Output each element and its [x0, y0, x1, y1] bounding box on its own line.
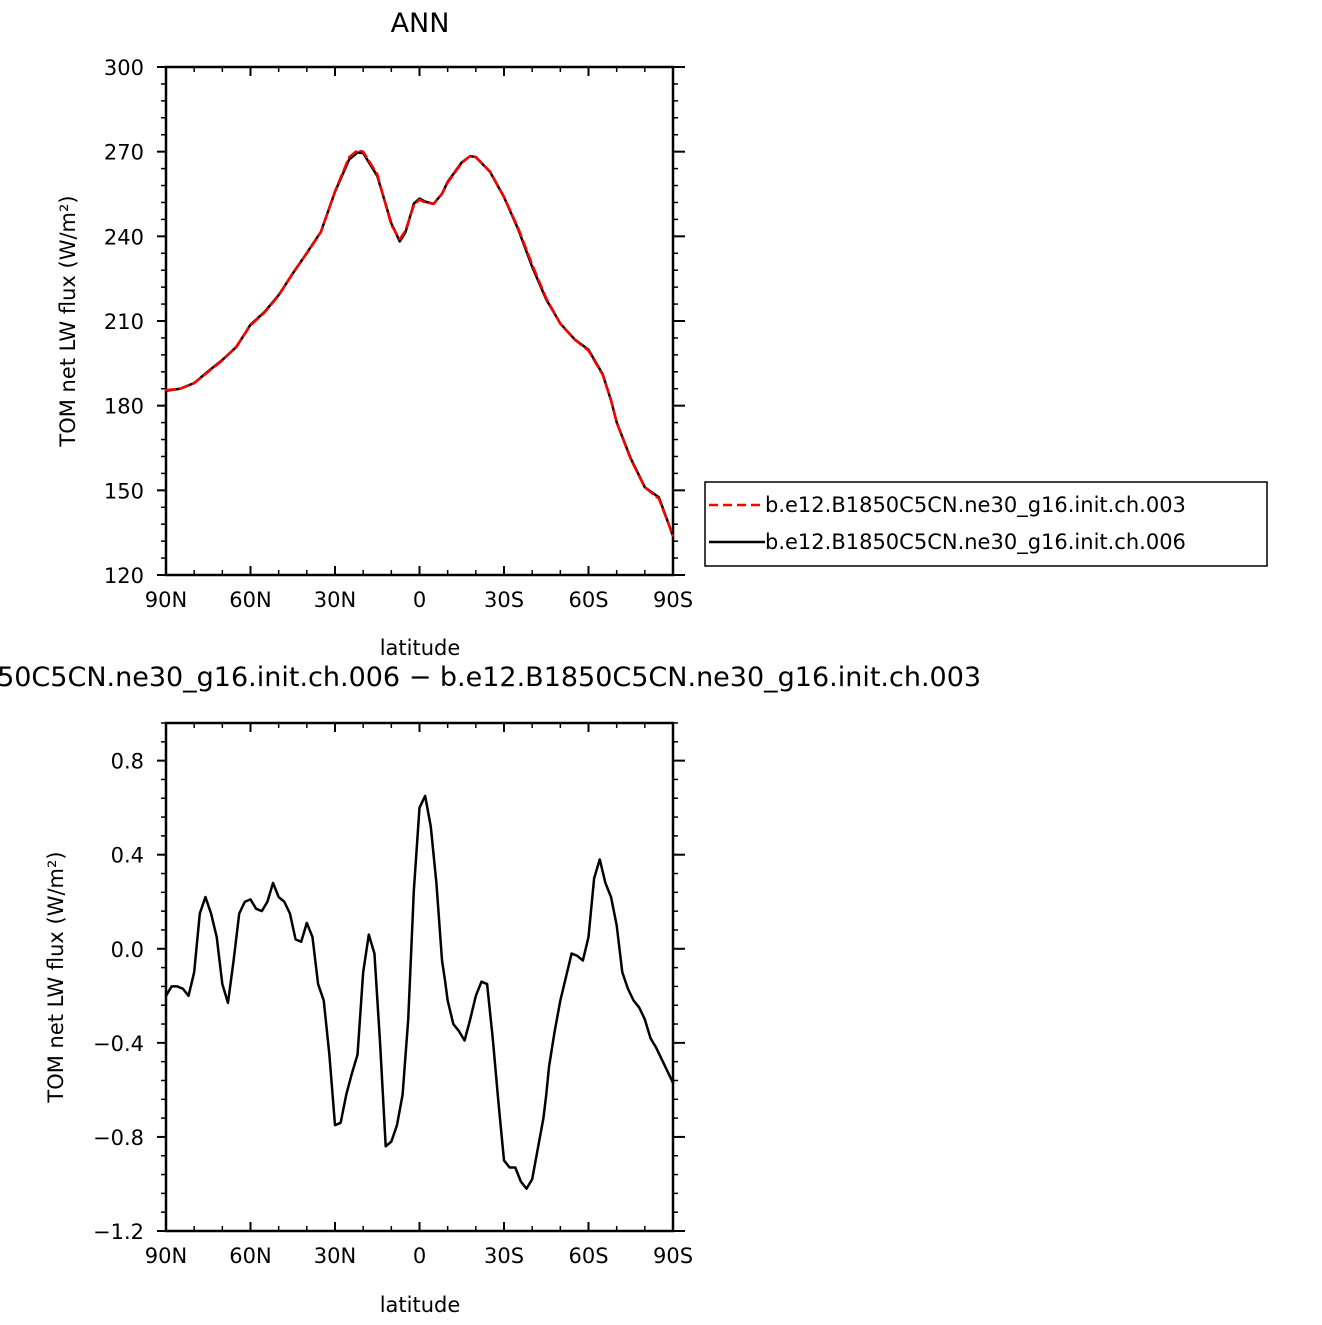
top-x-tick-label: 30N: [314, 588, 356, 612]
bottom-y-tick-label: −1.2: [93, 1220, 144, 1244]
top-y-tick-label: 210: [104, 310, 144, 334]
bottom-x-tick-label: 60S: [568, 1244, 608, 1268]
top-x-tick-label: 60N: [229, 588, 271, 612]
bottom-x-tick-label: 60N: [229, 1244, 271, 1268]
bottom-x-axis-label: latitude: [380, 1293, 461, 1317]
top-x-axis-label: latitude: [380, 636, 461, 660]
bottom-y-tick-label: 0.8: [111, 750, 144, 774]
bottom-panel: b.e12.B1850C5CN.ne30_g16.init.ch.006 − b…: [0, 662, 981, 1317]
top-x-tick-label: 90N: [145, 588, 187, 612]
top-y-tick-label: 180: [104, 395, 144, 419]
top-axes-ticks: 90N 60N 30N 0 30S 60S 90S 120 150 180 210 240 270 300: [104, 56, 693, 612]
legend-label-series-006: b.e12.B1850C5CN.ne30_g16.init.ch.006: [765, 530, 1186, 555]
top-x-tick-label: 30S: [484, 588, 524, 612]
bottom-x-tick-label: 0: [413, 1244, 426, 1268]
bottom-x-tick-label: 30S: [484, 1244, 524, 1268]
bottom-y-tick-label: 0.0: [111, 938, 144, 962]
top-y-tick-label: 150: [104, 479, 144, 503]
top-chart-title: ANN: [391, 8, 450, 39]
bottom-y-tick-label: 0.4: [111, 844, 144, 868]
top-y-tick-label: 270: [104, 141, 144, 165]
top-y-axis-label: TOM net LW flux (W/m²): [56, 195, 80, 447]
top-y-tick-label: 300: [104, 56, 144, 80]
bottom-y-tick-label: −0.8: [93, 1126, 144, 1150]
bottom-series-group: [164, 794, 675, 1190]
top-panel: ANN 90N 60N 30N 0 30S 60S 90S 120 150 180 210 240 27…: [56, 8, 693, 660]
top-series-line-0: [164, 149, 675, 537]
top-x-tick-label: 0: [413, 588, 426, 612]
top-plot-frame: [164, 65, 675, 577]
bottom-y-tick-label: −0.4: [93, 1032, 144, 1056]
bottom-plot-frame: [164, 721, 675, 1233]
legend-label-series-003: b.e12.B1850C5CN.ne30_g16.init.ch.003: [765, 493, 1186, 518]
top-series-line-1: [164, 151, 675, 538]
top-y-tick-label: 120: [104, 564, 144, 588]
legend-box: [704, 481, 1268, 567]
bottom-x-tick-label: 90S: [653, 1244, 693, 1268]
top-series-group: [164, 149, 675, 538]
bottom-chart-title: b.e12.B1850C5CN.ne30_g16.init.ch.006 − b…: [0, 662, 981, 693]
top-x-tick-label: 90S: [653, 588, 693, 612]
top-x-tick-label: 60S: [568, 588, 608, 612]
bottom-axes-ticks: 90N 60N 30N 0 30S 60S 90S −1.2 −0.8 −0.4 0.0 0.4 0.8: [93, 722, 693, 1268]
top-y-tick-label: 240: [104, 225, 144, 249]
bottom-x-tick-label: 90N: [145, 1244, 187, 1268]
bottom-x-tick-label: 30N: [314, 1244, 356, 1268]
legend: b.e12.B1850C5CN.ne30_g16.init.ch.003 b.e…: [704, 481, 1268, 567]
bottom-series-line-0: [164, 794, 675, 1190]
bottom-y-axis-label: TOM net LW flux (W/m²): [44, 851, 68, 1103]
